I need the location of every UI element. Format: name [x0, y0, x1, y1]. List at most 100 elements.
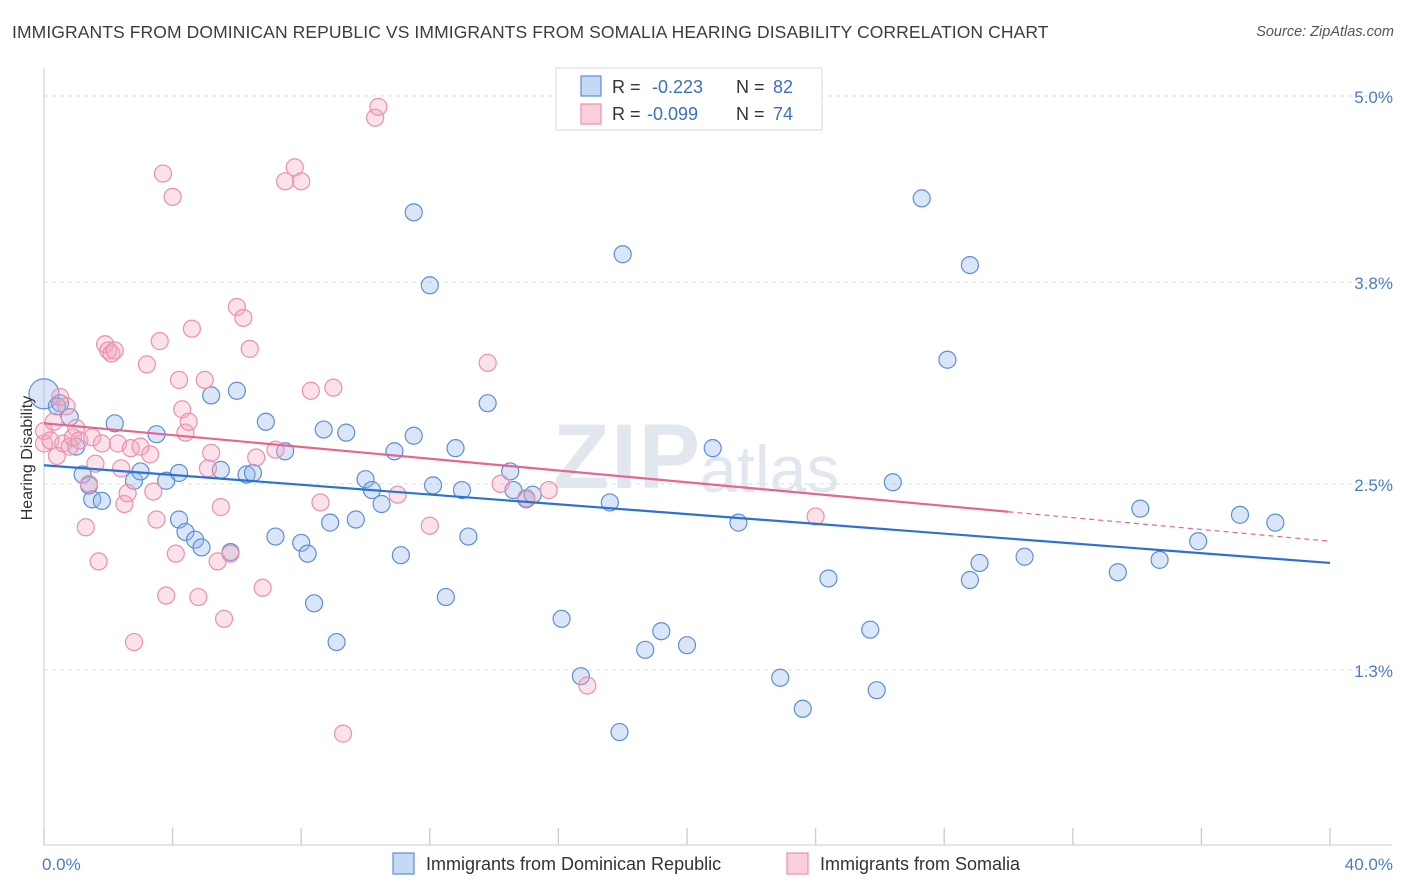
- dominican-point-67: [861, 620, 880, 639]
- dominican-point-45: [436, 587, 455, 607]
- somalia-point-55: [253, 578, 272, 597]
- somalia-point-71: [539, 480, 558, 500]
- legend-n-label-2: N =: [736, 104, 765, 124]
- dominican-point-54: [552, 609, 571, 628]
- somalia-point-44: [195, 370, 214, 389]
- somalia-point-65: [369, 97, 388, 116]
- somalia-point-54: [247, 448, 266, 467]
- axes: [43, 68, 1392, 846]
- dominican-point-9: [105, 414, 124, 433]
- somalia-point-41: [179, 412, 198, 431]
- y-tick-label-2: 3.8%: [1354, 274, 1393, 293]
- somalia-point-64: [366, 108, 385, 127]
- dominican-point-66: [819, 569, 838, 588]
- dominican-point-42: [404, 203, 423, 222]
- bottom-legend-swatch-blue: [392, 852, 415, 875]
- source-label: Source: ZipAtlas.com: [1256, 24, 1394, 40]
- dominican-point-18: [192, 538, 211, 557]
- grid-lines: [44, 95, 1392, 671]
- dominican-point-29: [298, 544, 317, 563]
- dominican-point-48: [459, 527, 478, 546]
- x-tick-label-0: 0.0%: [42, 855, 81, 874]
- somalia-point-45: [198, 459, 218, 478]
- somalia-point-3: [44, 412, 63, 431]
- dominican-point-73: [960, 570, 980, 590]
- watermark-zip: ZIP: [553, 406, 702, 508]
- somalia-point-31: [144, 482, 163, 501]
- series-somalia-points: [34, 97, 825, 743]
- dominican-point-22: [227, 381, 246, 400]
- legend-n-value-1: 82: [773, 77, 793, 97]
- dominican-point-38: [372, 494, 391, 514]
- y-axis-label: Hearing Disability: [19, 396, 36, 521]
- dominican-point-60: [652, 622, 671, 641]
- somalia-point-59: [292, 172, 311, 191]
- dominican-point-43: [420, 276, 439, 295]
- dominican-point-64: [771, 668, 790, 687]
- somalia-point-34: [153, 164, 173, 183]
- dominican-point-40: [391, 546, 410, 565]
- somalia-point-63: [333, 724, 353, 743]
- dominican-point-70: [912, 189, 931, 208]
- somalia-point-28: [131, 437, 150, 456]
- dominican-point-23: [237, 465, 256, 484]
- x-tick-labels: 0.0% 40.0%: [42, 855, 1393, 874]
- x-tick-label-1: 40.0%: [1345, 855, 1393, 874]
- somalia-point-30: [140, 445, 160, 464]
- bottom-legend-swatch-pink: [786, 852, 809, 875]
- legend-r-value-2: -0.099: [647, 104, 698, 124]
- chart-title: IMMIGRANTS FROM DOMINICAN REPUBLIC VS IM…: [12, 22, 1049, 42]
- dominican-point-47: [452, 480, 472, 500]
- somalia-point-50: [221, 544, 240, 563]
- somalia-point-24: [115, 494, 134, 514]
- somalia-point-46: [202, 443, 221, 462]
- legend-n-label-1: N =: [736, 77, 765, 97]
- somalia-point-61: [311, 493, 330, 512]
- dominican-point-57: [610, 722, 629, 742]
- somalia-point-52: [234, 308, 253, 327]
- dominican-point-30: [304, 594, 324, 613]
- dominican-point-44: [423, 476, 443, 495]
- bottom-legend: Immigrants from Dominican Republic Immig…: [392, 852, 1021, 875]
- somalia-point-49: [214, 609, 234, 628]
- dominican-point-5: [73, 465, 92, 484]
- somalia-point-37: [166, 544, 185, 563]
- dominican-point-77: [1131, 499, 1150, 518]
- somalia-point-67: [420, 516, 439, 535]
- somalia-point-17: [92, 434, 111, 453]
- dominican-point-34: [337, 423, 356, 442]
- y-tick-label-0: 1.3%: [1354, 662, 1393, 681]
- somalia-point-42: [182, 319, 201, 338]
- dominican-point-32: [321, 513, 340, 532]
- dominican-point-56: [600, 493, 619, 512]
- somalia-point-19: [99, 341, 118, 360]
- trend-line-dominican: [43, 464, 1331, 565]
- dominican-point-75: [1015, 547, 1034, 566]
- somalia-point-68: [478, 353, 497, 372]
- somalia-point-62: [324, 378, 343, 397]
- dominican-point-8: [92, 491, 111, 511]
- legend-n-value-2: 74: [773, 104, 793, 124]
- somalia-point-13: [79, 474, 99, 493]
- dominican-point-14: [169, 463, 189, 483]
- somalia-point-23: [112, 459, 131, 478]
- dominican-point-58: [613, 245, 632, 264]
- dominican-point-59: [636, 640, 655, 659]
- y-tick-label-3: 5.0%: [1354, 88, 1393, 107]
- dominican-point-69: [883, 473, 902, 492]
- dominican-point-35: [346, 510, 365, 529]
- y-tick-labels: 1.3% 2.5% 3.8% 5.0%: [1354, 88, 1393, 681]
- dominican-point-31: [314, 420, 333, 439]
- dominican-point-80: [1230, 505, 1250, 524]
- dominican-point-78: [1150, 550, 1169, 569]
- somalia-point-51: [227, 297, 246, 317]
- dominican-point-74: [970, 553, 989, 573]
- somalia-point-72: [578, 676, 597, 695]
- somalia-point-70: [517, 488, 536, 507]
- somalia-point-43: [189, 587, 208, 607]
- somalia-point-25: [118, 484, 137, 503]
- legend-r-value-1: -0.223: [652, 77, 703, 97]
- dominican-point-79: [1189, 532, 1208, 551]
- y-tick-label-1: 2.5%: [1354, 476, 1393, 495]
- series-dominican-points: [28, 189, 1285, 742]
